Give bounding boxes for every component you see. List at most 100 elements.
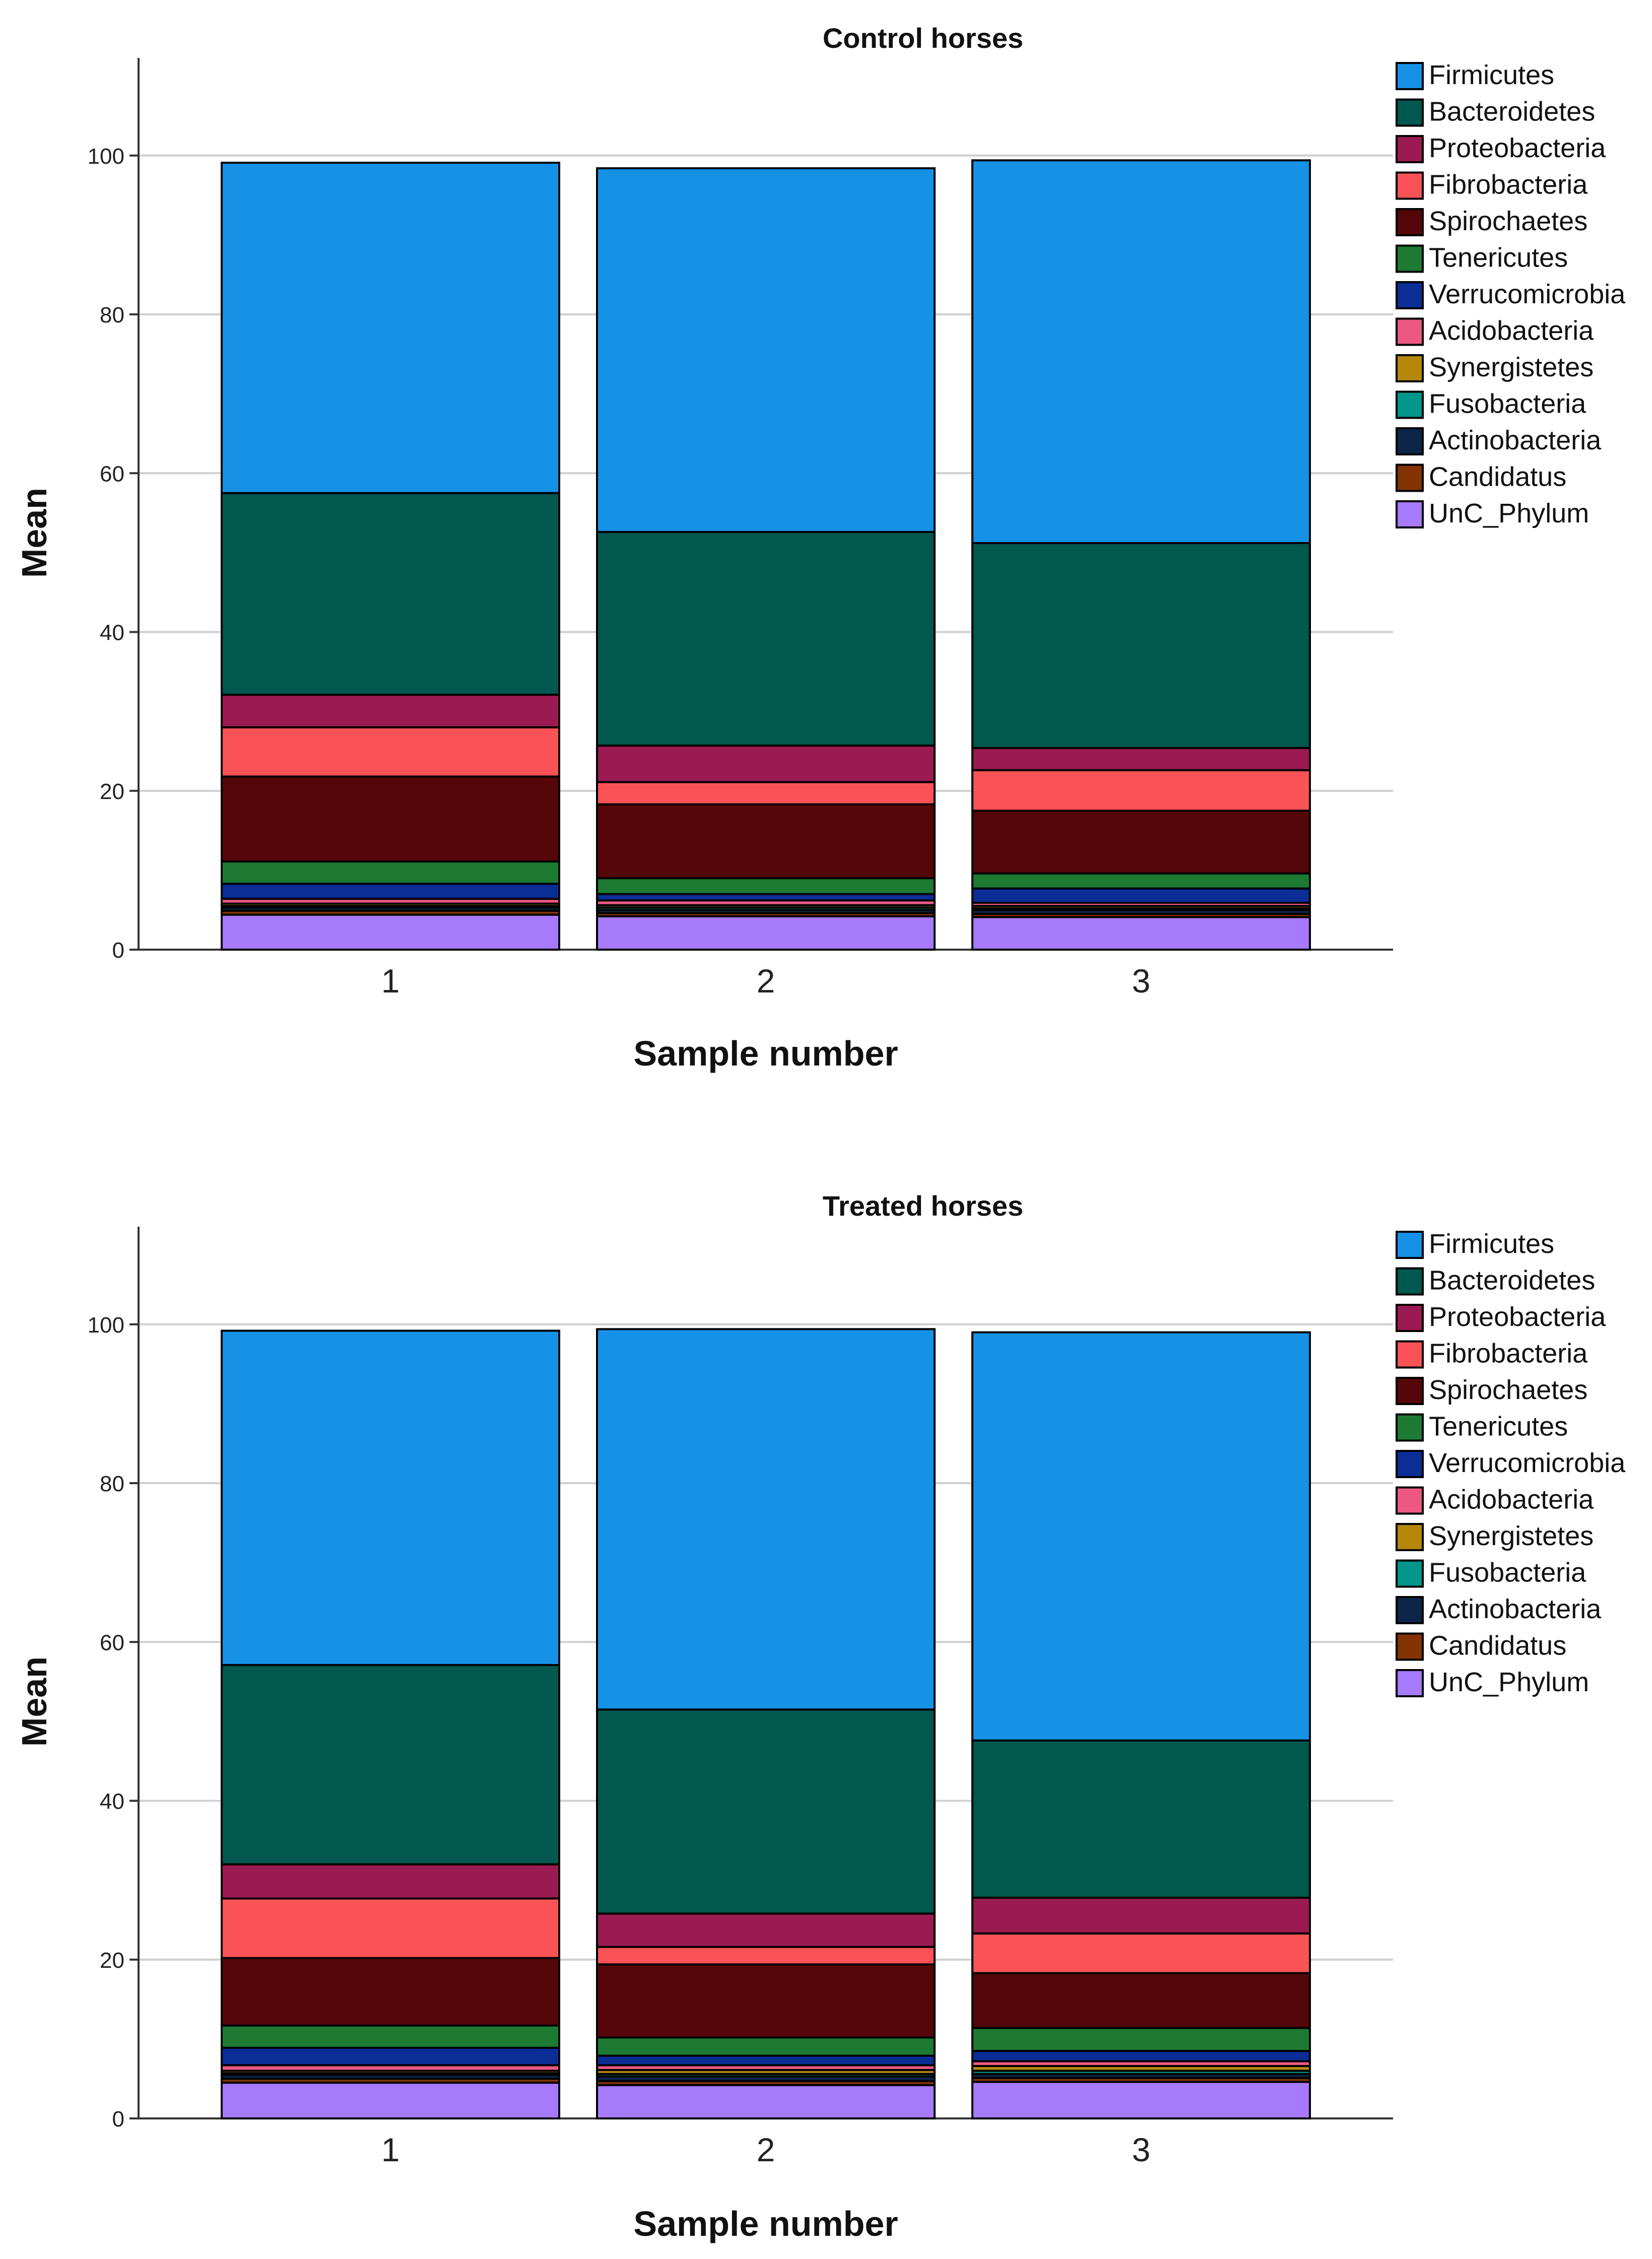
y-tick-label: 80 [100,303,124,327]
bar-segment-verrucomicrobia [596,2054,936,2067]
bar-segment-bacteroidetes [971,542,1311,749]
bar-segment-fibrobacteria [221,726,560,778]
y-tick-label: 20 [100,1948,124,1973]
legend-swatch-actinobacteria [1396,1596,1424,1624]
y-tick-label: 100 [88,1313,124,1338]
legend-label: Tenericutes [1429,1412,1568,1442]
legend-label: Fusobacteria [1429,1558,1587,1588]
bar-segment-proteobacteria [221,1863,560,1900]
legend-label: Fibrobacteria [1429,1339,1588,1369]
bar-segment-proteobacteria [971,1896,1311,1935]
legend-label: Acidobacteria [1429,316,1594,346]
legend-label: Spirochaetes [1429,1375,1588,1405]
bar-segment-tenericutes [596,2036,936,2057]
bar-segment-tenericutes [971,872,1311,890]
legend-label: Spirochaetes [1429,206,1588,236]
legend-swatch-fusobacteria [1396,390,1424,419]
bar-segment-verrucomicrobia [971,2050,1311,2063]
y-tick-label: 40 [100,621,124,645]
x-axis-label: Sample number [633,1034,898,1073]
legend-label: Verrucomicrobia [1429,279,1626,309]
legend-swatch-unc-phylum [1396,1669,1424,1697]
x-tick-label: 2 [757,2131,775,2168]
bar-segment-unc-phylum [221,2082,560,2119]
bar-segment-bacteroidetes [596,530,936,747]
bar-segment-tenericutes [971,2027,1311,2052]
y-tick-label: 0 [112,938,124,963]
bar-segment-spirochaetes [596,803,936,880]
legend-label: Candidatus [1429,462,1566,492]
legend-swatch-firmicutes [1396,1231,1424,1259]
bar-segment-proteobacteria [596,744,936,783]
legend-label: Bacteroidetes [1429,1266,1595,1296]
legend-swatch-actinobacteria [1396,427,1424,455]
legend-swatch-spirochaetes [1396,1377,1424,1405]
legend-swatch-tenericutes [1396,244,1424,273]
bar-segment-spirochaetes [221,1957,560,2027]
legend-swatch-acidobacteria [1396,1486,1424,1515]
bar-segment-verrucomicrobia [971,887,1311,904]
bar-segment-fibrobacteria [971,769,1311,812]
x-tick-label: 3 [1132,2131,1151,2168]
chart-panel-2: 0 20 40 60 80 100 1 2 3 Treated horses Sample numb… [15,1190,1626,2243]
legend-label: Synergistetes [1429,1521,1594,1551]
y-axis-label: Mean [15,488,54,578]
bar-segment-firmicutes [221,161,560,494]
y-axis-label: Mean [15,1656,54,1747]
bar-segment-proteobacteria [971,747,1311,771]
bar-segment-proteobacteria [596,1912,936,1948]
x-tick-label: 1 [381,2131,400,2168]
legend-label: Proteobacteria [1429,1302,1606,1332]
bar-segment-firmicutes [971,1331,1311,1742]
legend-swatch-spirochaetes [1396,208,1424,236]
bar-segment-tenericutes [596,877,936,895]
y-tick-label: 80 [100,1472,124,1496]
bar-segment-fibrobacteria [971,1932,1311,1974]
legend-swatch-fibrobacteria [1396,171,1424,200]
legend-swatch-candidatus [1396,463,1424,492]
legend-label: Actinobacteria [1429,425,1602,455]
legend-swatch-proteobacteria [1396,135,1424,163]
legend: Firmicutes Bacteroidetes Proteobacteria Fib… [1396,60,1626,528]
bar-segment-proteobacteria [221,694,560,728]
legend-label: UnC_Phylum [1429,498,1589,528]
bar-segment-spirochaetes [596,1963,936,2039]
bar-segment-tenericutes [221,860,560,885]
bar-segment-unc-phylum [221,913,560,951]
legend-label: Firmicutes [1429,1229,1554,1259]
y-tick-label: 0 [112,2107,124,2132]
legend-label: Acidobacteria [1429,1485,1594,1515]
bar-segment-bacteroidetes [221,1664,560,1866]
legend-label: Fusobacteria [1429,389,1587,419]
bar-segment-fibrobacteria [596,781,936,806]
bar-segment-firmicutes [596,1328,936,1711]
legend-swatch-fibrobacteria [1396,1340,1424,1369]
legend: Firmicutes Bacteroidetes Proteobacteria Fib… [1396,1229,1626,1697]
x-tick-label: 3 [1132,962,1151,1000]
bar-segment-firmicutes [221,1330,560,1666]
bar-segment-firmicutes [971,159,1311,544]
legend-label: UnC_Phylum [1429,1667,1589,1697]
bar-segment-unc-phylum [971,2081,1311,2119]
bar-segment-fibrobacteria [221,1897,560,1959]
legend-swatch-synergistetes [1396,354,1424,382]
x-axis-label: Sample number [633,2204,898,2243]
legend-swatch-acidobacteria [1396,317,1424,346]
bar-segment-spirochaetes [221,775,560,863]
legend-label: Candidatus [1429,1631,1566,1661]
bar-segment-firmicutes [596,167,936,533]
legend-swatch-verrucomicrobia [1396,281,1424,309]
bar-segment-bacteroidetes [596,1708,936,1915]
bar-segment-bacteroidetes [221,492,560,696]
bar-segment-verrucomicrobia [221,883,560,900]
legend-label: Bacteroidetes [1429,97,1595,127]
y-tick-label: 20 [100,779,124,804]
legend-swatch-firmicutes [1396,62,1424,90]
y-tick-label: 40 [100,1789,124,1814]
legend-label: Proteobacteria [1429,133,1606,163]
legend-label: Verrucomicrobia [1429,1448,1626,1478]
chart-panel-1: 0 20 40 60 80 100 1 2 3 Control horses Sample numb… [15,22,1626,1073]
legend-swatch-tenericutes [1396,1413,1424,1442]
bar-segment-bacteroidetes [971,1739,1311,1899]
